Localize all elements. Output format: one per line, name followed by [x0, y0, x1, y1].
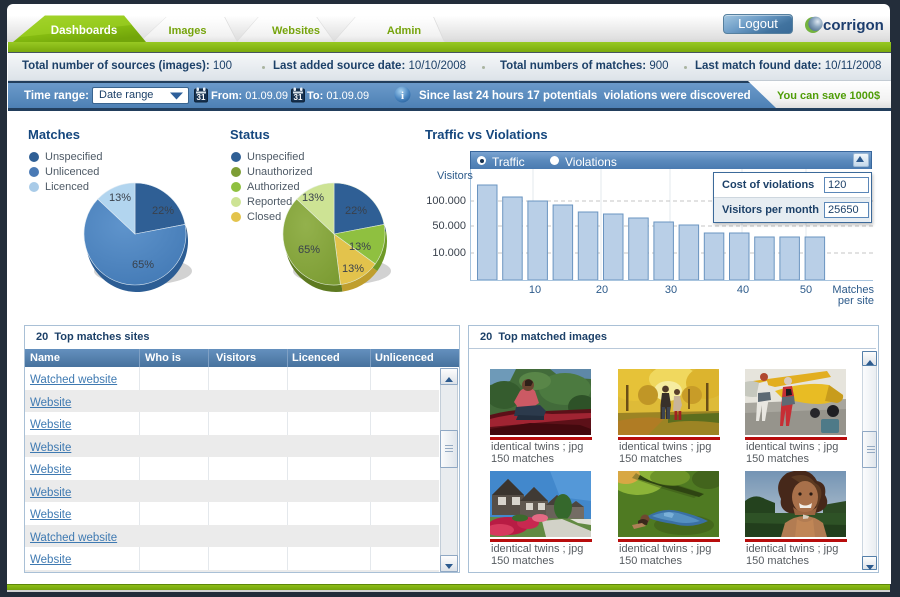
svg-text:31: 31	[294, 93, 303, 102]
svg-text:31: 31	[197, 93, 206, 102]
svg-text:i: i	[401, 90, 404, 102]
